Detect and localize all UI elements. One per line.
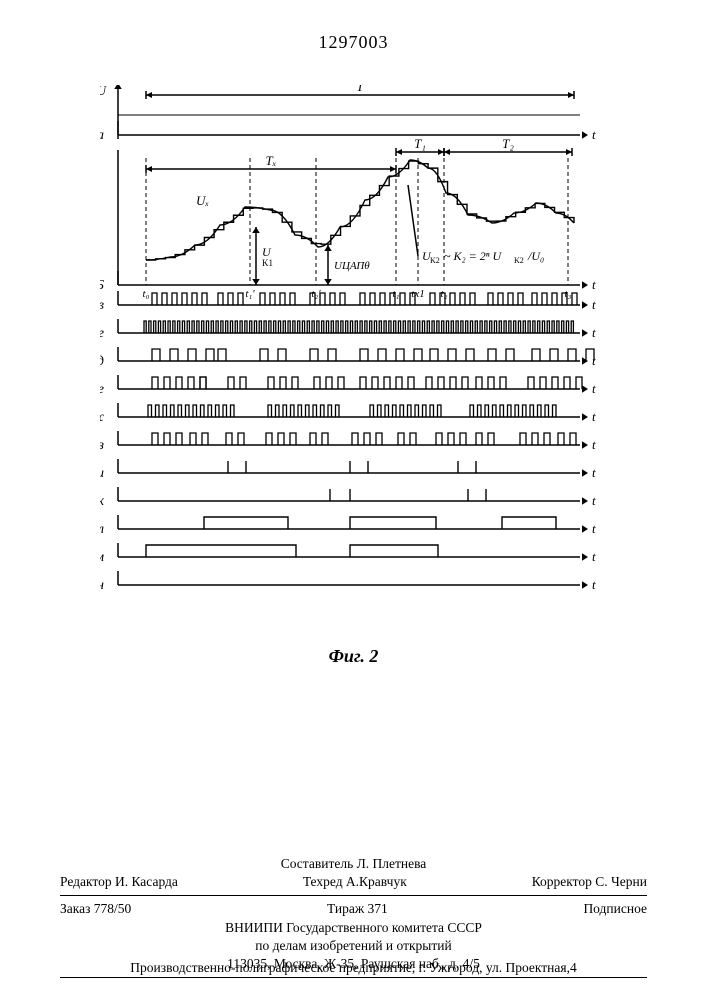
svg-text:г: г — [100, 326, 105, 341]
svg-text:t: t — [592, 325, 596, 340]
svg-text:U: U — [100, 85, 108, 98]
svg-text:л: л — [100, 522, 104, 537]
svg-text:Uₓ: Uₓ — [196, 193, 209, 208]
svg-text:м: м — [100, 550, 104, 565]
corrector-line: Корректор С. Черни — [532, 873, 647, 891]
svg-text:t: t — [592, 297, 596, 312]
svg-text:е: е — [100, 382, 104, 397]
svg-text:в: в — [100, 298, 104, 313]
timing-diagram: UtаTtБTₓT₁T₂UₓUK1UЦАПθUK2~ K₂ = 2ⁿ UK2/U… — [100, 85, 608, 645]
svg-text:и: и — [100, 466, 104, 481]
svg-text:ж: ж — [100, 410, 104, 425]
svg-text:t: t — [592, 521, 596, 536]
figure-label: Фиг. 2 — [0, 646, 707, 667]
svg-text:UЦАПθ: UЦАПθ — [334, 260, 370, 272]
svg-text:T₂: T₂ — [502, 136, 514, 151]
editor-line: Редактор И. Касарда — [60, 873, 178, 891]
svg-text:/U₀: /U₀ — [527, 249, 544, 263]
svg-text:а: а — [100, 128, 104, 143]
svg-text:д: д — [100, 354, 104, 369]
org-line-2: по делам изобретений и открытий — [60, 937, 647, 955]
svg-text:t₁: t₁ — [393, 288, 400, 300]
svg-text:t₃: t₃ — [565, 288, 572, 300]
svg-text:t: t — [592, 549, 596, 564]
svg-text:~ K₂ = 2ⁿ U: ~ K₂ = 2ⁿ U — [444, 249, 503, 263]
tirazh-line: Тираж 371 — [327, 900, 388, 918]
svg-text:t₁′: t₁′ — [245, 288, 255, 300]
compiler-line: Составитель Л. Плетнева — [60, 855, 647, 873]
org-line-1: ВНИИПИ Государственного комитета СССР — [60, 919, 647, 937]
svg-text:t: t — [592, 465, 596, 480]
svg-text:t₀: t₀ — [143, 288, 150, 300]
svg-text:t: t — [592, 409, 596, 424]
svg-text:t: t — [592, 127, 596, 142]
svg-text:t: t — [592, 277, 596, 292]
svg-text:t: t — [592, 577, 596, 592]
svg-text:н: н — [100, 578, 104, 593]
svg-text:t: t — [592, 493, 596, 508]
svg-text:t: t — [592, 381, 596, 396]
svg-text:к: к — [100, 494, 104, 509]
svg-text:t₂: t₂ — [441, 288, 448, 300]
techred-line: Техред А.Кравчук — [303, 873, 407, 891]
patent-number: 1297003 — [0, 32, 707, 53]
divider — [60, 977, 647, 978]
svg-text:Tₓ: Tₓ — [266, 153, 277, 168]
svg-text:T₁: T₁ — [414, 136, 426, 151]
svg-text:K1: K1 — [262, 258, 273, 268]
svg-text:з: з — [100, 438, 105, 453]
svg-text:T: T — [356, 85, 364, 94]
order-line: Заказ 778/50 — [60, 900, 131, 918]
svg-text:tx1: tx1 — [411, 288, 424, 300]
svg-text:K2: K2 — [514, 256, 524, 265]
svg-text:K2: K2 — [430, 256, 440, 265]
footer-line: Производственно-полиграфическое предприя… — [60, 960, 647, 976]
subscribed-line: Подписное — [583, 900, 647, 918]
svg-text:t: t — [592, 437, 596, 452]
divider — [60, 895, 647, 896]
svg-text:U: U — [262, 245, 272, 259]
svg-text:Б: Б — [100, 278, 104, 293]
